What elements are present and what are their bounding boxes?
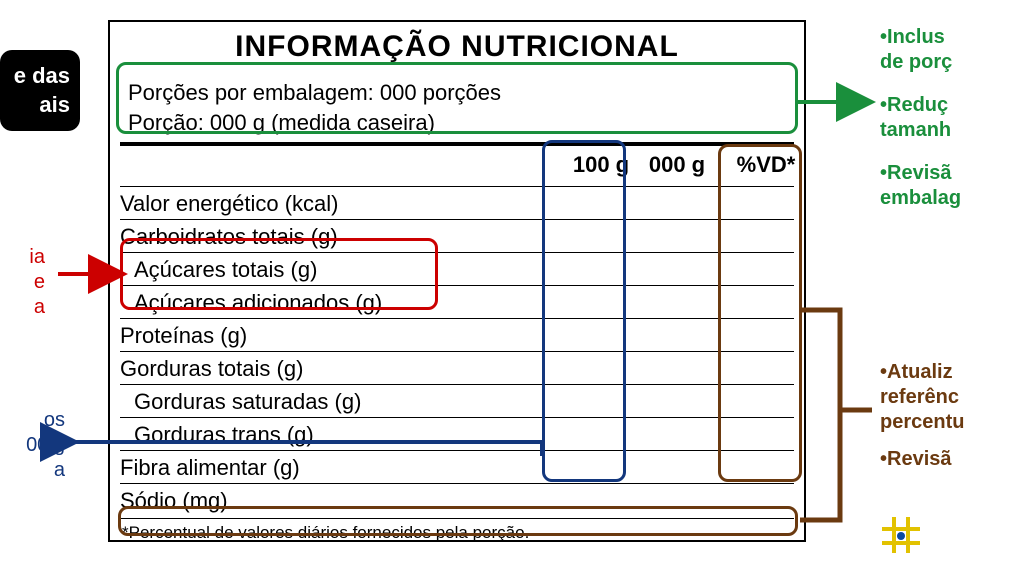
sidebar-black-box: e das ais: [0, 50, 80, 131]
brown2-l1: Revisã: [887, 448, 952, 470]
blue-note-l3: a: [0, 458, 65, 483]
brown-bullet-2: [880, 448, 887, 470]
row-added-sugars: Açúcares adicionados (g): [120, 285, 794, 318]
col-header-000g: 000 g: [642, 152, 712, 178]
brown1-l2: referênc: [880, 386, 959, 408]
col-header-100g: 100 g: [566, 152, 636, 178]
portion-size: Porção: 000 g (medida caseira): [128, 108, 786, 138]
green-bullet-1: [880, 26, 887, 48]
row-protein: Proteínas (g): [120, 318, 794, 351]
brown-bullet-1: [880, 361, 887, 383]
red-note-l2: e: [0, 270, 45, 295]
left-blue-note: os 00 g a: [0, 408, 65, 483]
row-energy: Valor energético (kcal): [120, 186, 794, 219]
green3-l2: embalag: [880, 187, 961, 209]
green-bullet-3: [880, 162, 887, 184]
row-total-fat: Gorduras totais (g): [120, 351, 794, 384]
green2-l1: Reduç: [887, 94, 948, 116]
green1-l2: de porç: [880, 51, 952, 73]
column-header-row: 100 g 000 g %VD*: [120, 146, 794, 186]
portions-per-pack: Porções por embalagem: 000 porções: [128, 78, 786, 108]
green-bullet-2: [880, 94, 887, 116]
brown1-l1: Atualiz: [887, 361, 953, 383]
row-sat-fat: Gorduras saturadas (g): [120, 384, 794, 417]
green1-l1: Inclus: [887, 26, 945, 48]
brown1-l3: percentu: [880, 411, 964, 433]
blue-note-l2: 00 g: [0, 433, 65, 458]
black-box-line2: ais: [4, 91, 70, 120]
blue-note-l1: os: [0, 408, 65, 433]
green3-l1: Revisã: [887, 162, 952, 184]
brown-connector-icon: [800, 310, 880, 530]
right-brown-notes: Atualiz referênc percentu Revisã: [880, 360, 964, 484]
green-arrow-icon: [798, 90, 878, 114]
nutrition-footnote: *Percentual de valores diários fornecido…: [120, 518, 794, 548]
left-red-note: ia e a: [0, 245, 45, 320]
red-note-l3: a: [0, 295, 45, 320]
red-note-l1: ia: [0, 245, 45, 270]
black-box-line1: e das: [4, 62, 70, 91]
portion-block: Porções por embalagem: 000 porções Porçã…: [120, 72, 794, 146]
green2-l2: tamanh: [880, 119, 951, 141]
navy-arrow-icon: [60, 430, 542, 490]
red-arrow-icon: [48, 262, 120, 286]
row-carbs: Carboidratos totais (g): [120, 219, 794, 252]
col-header-vd: %VD*: [729, 152, 803, 178]
right-green-notes: Inclus de porç Reduç tamanh Revisã embal…: [880, 25, 961, 229]
row-total-sugars: Açúcares totais (g): [120, 252, 794, 285]
anvisa-logo-icon: [880, 515, 924, 563]
nutrition-title: INFORMAÇÃO NUTRICIONAL: [110, 22, 804, 68]
